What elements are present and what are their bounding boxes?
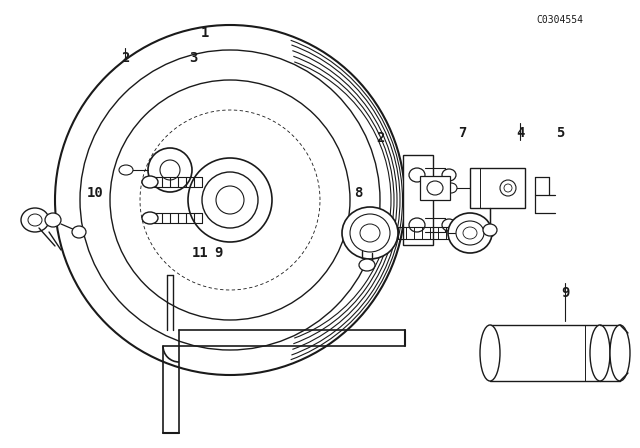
Text: 12: 12	[470, 236, 486, 250]
Ellipse shape	[480, 325, 500, 381]
Text: 9: 9	[561, 286, 569, 300]
Ellipse shape	[188, 158, 272, 242]
Ellipse shape	[350, 214, 390, 252]
Ellipse shape	[610, 325, 630, 381]
Ellipse shape	[55, 25, 405, 375]
Text: 5: 5	[556, 126, 564, 140]
Ellipse shape	[442, 169, 456, 181]
Ellipse shape	[216, 186, 244, 214]
Ellipse shape	[148, 148, 192, 192]
Ellipse shape	[28, 214, 42, 226]
Ellipse shape	[409, 168, 425, 182]
Ellipse shape	[463, 227, 477, 239]
Ellipse shape	[590, 325, 610, 381]
Ellipse shape	[119, 165, 133, 175]
Ellipse shape	[483, 224, 497, 236]
Ellipse shape	[504, 184, 512, 192]
Text: 8: 8	[354, 186, 362, 200]
Text: 2: 2	[376, 131, 384, 145]
Ellipse shape	[72, 226, 86, 238]
Text: 10: 10	[86, 186, 104, 200]
Text: 9: 9	[214, 246, 222, 260]
Ellipse shape	[445, 183, 457, 193]
Text: 3: 3	[189, 51, 197, 65]
Ellipse shape	[142, 176, 158, 188]
Ellipse shape	[500, 180, 516, 196]
Ellipse shape	[456, 221, 484, 245]
Ellipse shape	[359, 259, 375, 271]
Bar	[420, 176, 450, 200]
Ellipse shape	[45, 213, 61, 227]
Bar	[470, 168, 525, 208]
Ellipse shape	[442, 219, 456, 231]
Text: 6: 6	[486, 226, 494, 240]
Ellipse shape	[342, 207, 398, 259]
Ellipse shape	[448, 213, 492, 253]
Ellipse shape	[80, 50, 380, 350]
Text: 2: 2	[121, 51, 129, 65]
Text: 7: 7	[458, 126, 466, 140]
Ellipse shape	[409, 218, 425, 232]
Text: 11: 11	[191, 246, 209, 260]
Ellipse shape	[202, 172, 258, 228]
Ellipse shape	[427, 181, 443, 195]
Ellipse shape	[142, 212, 158, 224]
Ellipse shape	[160, 160, 180, 180]
Bar	[403, 155, 433, 245]
Ellipse shape	[110, 80, 350, 320]
Text: 4: 4	[516, 126, 524, 140]
Text: 1: 1	[201, 26, 209, 40]
Text: C0304554: C0304554	[536, 15, 584, 25]
Ellipse shape	[360, 224, 380, 242]
Ellipse shape	[21, 208, 49, 232]
